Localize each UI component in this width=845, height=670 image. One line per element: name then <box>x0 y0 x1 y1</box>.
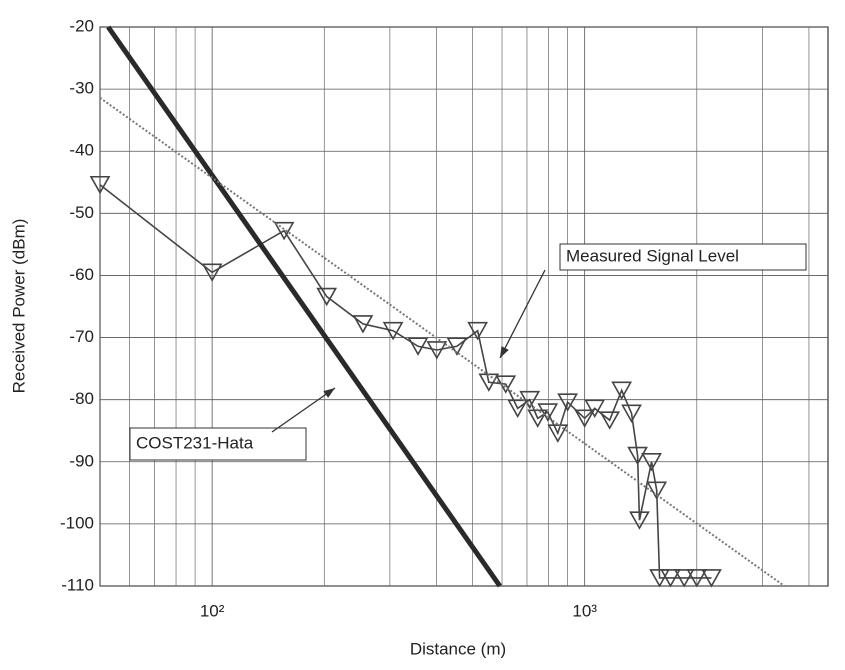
y-tick-label: -80 <box>69 389 94 408</box>
plot-area <box>99 26 829 587</box>
y-tick-label: -60 <box>69 265 94 284</box>
arrow-head <box>500 346 509 358</box>
marker <box>701 569 722 588</box>
x-tick-label: 10³ <box>572 601 597 620</box>
marker <box>316 287 338 307</box>
marker <box>547 424 569 443</box>
annotation-text: COST231-Hata <box>136 433 254 452</box>
marker <box>446 337 468 356</box>
marker <box>599 411 621 430</box>
y-tick-label: -70 <box>69 327 94 346</box>
arrow-head <box>323 388 335 398</box>
marker <box>627 446 648 466</box>
marker <box>467 321 488 341</box>
y-tick-label: -50 <box>69 203 94 222</box>
marker <box>673 569 695 588</box>
x-axis-label: Distance (m) <box>410 639 506 658</box>
series-line <box>99 96 785 587</box>
marker <box>611 381 633 400</box>
x-tick-label: 10² <box>200 601 225 620</box>
grid <box>99 26 828 587</box>
marker <box>519 390 541 410</box>
annotation-box <box>559 243 807 271</box>
y-tick-label: -30 <box>69 79 94 98</box>
marker <box>621 404 642 423</box>
marker <box>686 569 708 588</box>
marker <box>382 321 404 341</box>
annotation-box <box>129 427 307 461</box>
marker <box>352 315 374 334</box>
marker <box>574 409 596 428</box>
marker <box>89 175 111 195</box>
marker <box>660 569 681 588</box>
series-line <box>106 25 502 588</box>
annotation-arrow <box>271 387 336 433</box>
marker <box>507 399 529 418</box>
marker <box>557 393 578 412</box>
y-tick-label: -90 <box>69 451 94 470</box>
marker <box>649 569 670 588</box>
y-axis-label: Received Power (dBm) <box>9 219 28 394</box>
marker <box>641 452 662 472</box>
marker <box>584 399 606 418</box>
y-tick-label: -100 <box>60 513 94 532</box>
marker <box>426 341 448 360</box>
y-tick-label: -40 <box>69 141 94 160</box>
marker <box>629 511 650 530</box>
y-tick-label: -20 <box>69 16 94 35</box>
marker <box>407 337 429 356</box>
marker <box>201 263 223 282</box>
marker <box>537 403 559 422</box>
annotation-arrow <box>499 269 546 359</box>
marker <box>273 221 295 241</box>
y-tick-label: -110 <box>61 575 94 594</box>
series-line <box>99 184 712 579</box>
marker <box>646 481 668 500</box>
annotation-text: Measured Signal Level <box>566 246 739 265</box>
